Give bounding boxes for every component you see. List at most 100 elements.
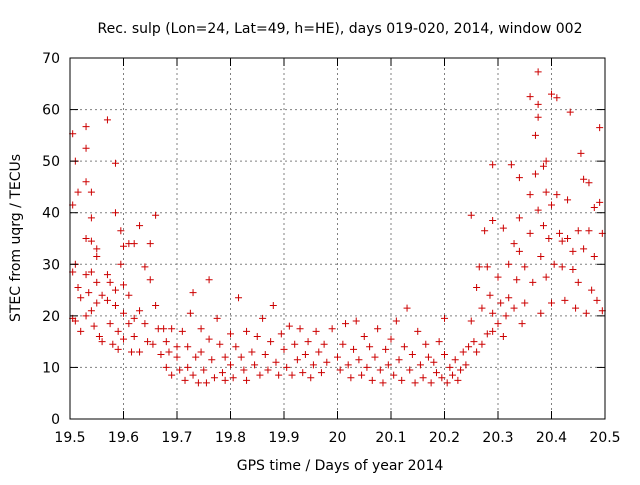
data-point bbox=[424, 353, 432, 361]
data-point bbox=[347, 374, 355, 382]
data-point bbox=[336, 366, 344, 374]
x-axis-label: GPS time / Days of year 2014 bbox=[237, 458, 444, 474]
data-point bbox=[240, 366, 248, 374]
data-point bbox=[173, 343, 181, 351]
data-point bbox=[85, 289, 93, 297]
data-points bbox=[69, 68, 606, 387]
data-point bbox=[430, 358, 438, 366]
data-point bbox=[534, 68, 542, 76]
data-point bbox=[227, 361, 234, 369]
data-point bbox=[98, 291, 106, 299]
data-point bbox=[162, 338, 170, 346]
data-point bbox=[293, 356, 301, 364]
data-point bbox=[489, 327, 497, 335]
data-point bbox=[392, 317, 400, 325]
data-point bbox=[141, 320, 149, 328]
data-point bbox=[77, 294, 85, 302]
data-point bbox=[82, 312, 90, 320]
data-point bbox=[462, 361, 470, 369]
data-point bbox=[117, 260, 125, 268]
data-point bbox=[339, 340, 347, 348]
data-point bbox=[553, 191, 561, 199]
data-point bbox=[106, 320, 114, 328]
x-tick-label: 20 bbox=[329, 430, 347, 446]
data-point bbox=[82, 235, 90, 242]
data-point bbox=[467, 211, 475, 219]
data-point bbox=[189, 289, 197, 297]
data-point bbox=[243, 376, 251, 384]
data-point bbox=[317, 369, 325, 377]
data-point bbox=[288, 371, 296, 379]
data-point bbox=[515, 247, 523, 255]
data-point bbox=[152, 302, 160, 310]
data-point bbox=[87, 268, 95, 276]
data-point bbox=[130, 240, 138, 248]
data-point bbox=[307, 374, 315, 382]
data-point bbox=[237, 353, 245, 361]
data-point bbox=[515, 214, 523, 222]
data-point bbox=[227, 330, 234, 338]
data-point bbox=[205, 335, 213, 343]
data-point bbox=[192, 353, 200, 361]
x-tick-label: 20.4 bbox=[536, 430, 567, 446]
data-point bbox=[269, 302, 277, 310]
data-point bbox=[502, 312, 510, 320]
data-point bbox=[582, 309, 590, 317]
data-point bbox=[208, 356, 216, 364]
x-tick-labels: 19.5 19.6 19.7 19.8 19.9 20 20.1 20.2 20.3 20.4 20… bbox=[54, 430, 620, 446]
data-point bbox=[184, 343, 192, 351]
data-point bbox=[572, 304, 580, 312]
data-point bbox=[93, 253, 101, 261]
data-point bbox=[419, 374, 427, 382]
data-point bbox=[275, 371, 283, 379]
data-point bbox=[296, 325, 304, 333]
data-point bbox=[125, 320, 133, 328]
data-point bbox=[376, 366, 384, 374]
data-point bbox=[272, 358, 280, 366]
data-point bbox=[548, 90, 555, 98]
data-point bbox=[596, 198, 604, 206]
data-point bbox=[176, 366, 184, 374]
data-point bbox=[320, 340, 328, 348]
data-point bbox=[556, 229, 564, 237]
data-point bbox=[379, 379, 387, 387]
data-point bbox=[459, 348, 467, 356]
data-point bbox=[87, 188, 95, 196]
data-point bbox=[494, 273, 502, 281]
data-point bbox=[87, 214, 95, 222]
data-point bbox=[558, 263, 566, 271]
data-point bbox=[221, 376, 229, 384]
data-point bbox=[489, 216, 497, 224]
data-point bbox=[111, 286, 119, 294]
data-point bbox=[553, 94, 561, 102]
data-point bbox=[216, 340, 224, 348]
data-point bbox=[146, 276, 154, 284]
data-point bbox=[494, 320, 502, 328]
data-point bbox=[545, 235, 553, 242]
data-point bbox=[291, 340, 299, 348]
data-point bbox=[342, 320, 350, 328]
data-point bbox=[548, 201, 555, 209]
data-point bbox=[537, 253, 545, 261]
data-point bbox=[574, 278, 582, 286]
data-point bbox=[449, 371, 457, 379]
data-point bbox=[526, 229, 534, 237]
data-point bbox=[299, 369, 307, 377]
data-point bbox=[181, 376, 189, 384]
data-point bbox=[427, 379, 435, 387]
data-point bbox=[160, 325, 168, 333]
data-point bbox=[505, 294, 513, 302]
data-point bbox=[304, 338, 312, 346]
data-point bbox=[507, 161, 515, 169]
data-point bbox=[248, 348, 256, 356]
data-point bbox=[432, 369, 440, 377]
data-point bbox=[363, 363, 371, 371]
data-point bbox=[93, 278, 101, 286]
data-point bbox=[558, 237, 566, 245]
data-point bbox=[173, 353, 181, 361]
data-point bbox=[189, 371, 197, 379]
data-point bbox=[443, 379, 451, 387]
data-point bbox=[285, 322, 293, 330]
chart-title: Rec. sulp (Lon=24, Lat=49, h=HE), days 0… bbox=[98, 21, 583, 37]
